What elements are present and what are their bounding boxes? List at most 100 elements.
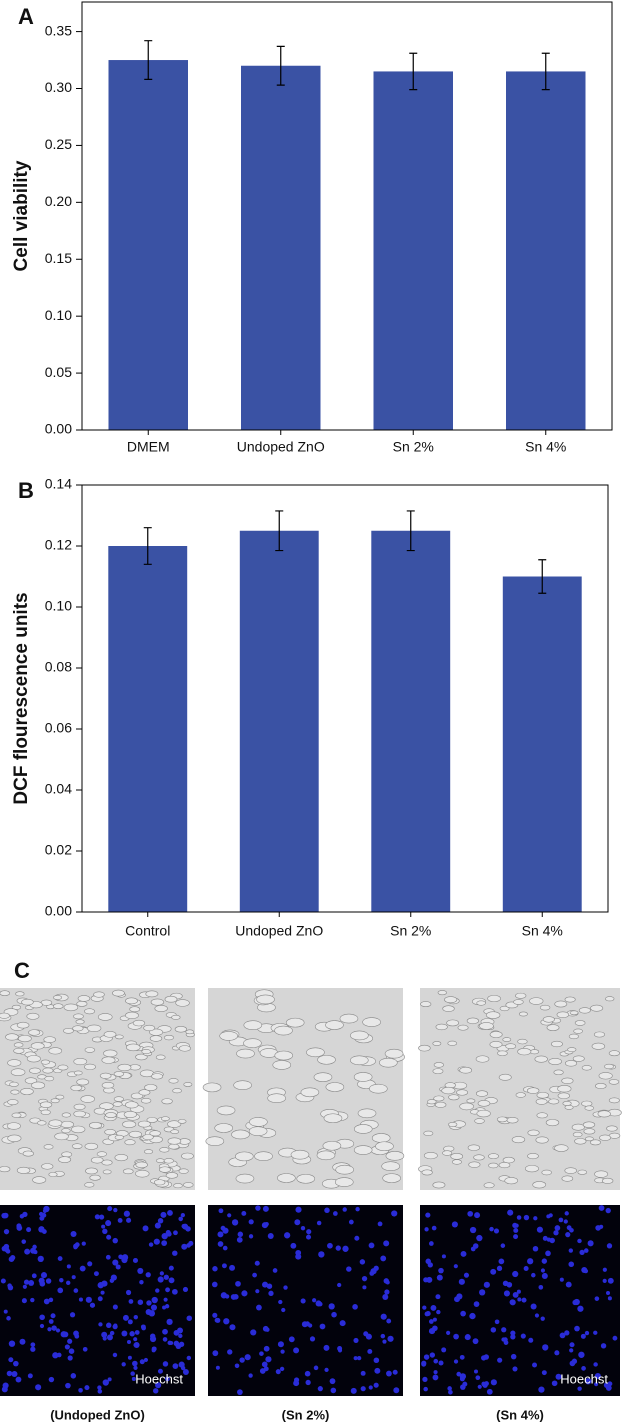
nucleus xyxy=(328,1303,335,1310)
cell xyxy=(158,1166,171,1173)
nucleus xyxy=(8,1340,16,1347)
cell xyxy=(435,1023,448,1031)
cell xyxy=(534,1055,548,1063)
nucleus xyxy=(30,1342,36,1348)
cell xyxy=(353,1072,373,1082)
nucleus xyxy=(542,1344,549,1351)
bar xyxy=(506,71,586,431)
nucleus xyxy=(64,1344,70,1350)
x-tick-label: Sn 2% xyxy=(393,439,434,455)
nucleus xyxy=(523,1266,529,1272)
cell xyxy=(42,1067,54,1074)
cell xyxy=(467,1144,480,1151)
cell xyxy=(254,1151,273,1161)
bar xyxy=(239,530,319,912)
cell xyxy=(113,1071,125,1077)
error-bar xyxy=(275,510,284,552)
cell xyxy=(76,1000,88,1007)
bar xyxy=(502,576,582,912)
cell xyxy=(608,1050,620,1057)
y-tick-label: 0.10 xyxy=(45,307,72,323)
cell xyxy=(88,1121,103,1129)
nucleus xyxy=(162,1328,168,1335)
cell xyxy=(216,1105,236,1116)
nucleus xyxy=(127,1355,132,1360)
nucleus xyxy=(51,1325,57,1331)
cell xyxy=(256,994,275,1005)
nucleus xyxy=(577,1386,582,1391)
nucleus xyxy=(456,1371,462,1377)
cell xyxy=(48,1047,63,1055)
nucleus xyxy=(106,1322,112,1329)
cell xyxy=(7,1099,19,1106)
cell xyxy=(353,1145,373,1155)
cell xyxy=(165,1172,179,1179)
nucleus xyxy=(453,1359,459,1364)
cell xyxy=(488,1162,499,1169)
cell xyxy=(437,990,447,996)
nucleus xyxy=(324,1367,329,1373)
cell xyxy=(541,1169,552,1176)
nucleus xyxy=(118,1254,123,1260)
cell xyxy=(567,1047,577,1053)
nucleus xyxy=(69,1312,76,1318)
cell xyxy=(485,1011,501,1019)
nucleus xyxy=(312,1298,317,1303)
cell xyxy=(548,1057,562,1066)
cell xyxy=(573,1028,583,1034)
nucleus xyxy=(373,1357,380,1364)
cell xyxy=(584,1105,595,1111)
nucleus xyxy=(42,1208,47,1213)
nucleus xyxy=(580,1333,586,1339)
cell xyxy=(57,1064,69,1071)
bar xyxy=(373,71,453,431)
nucleus xyxy=(70,1231,77,1238)
cell xyxy=(554,1000,568,1008)
nucleus xyxy=(66,1264,71,1269)
nucleus xyxy=(605,1290,611,1296)
nucleus xyxy=(256,1304,262,1311)
nucleus xyxy=(222,1245,228,1251)
nucleus xyxy=(132,1257,138,1263)
cell xyxy=(459,1102,474,1111)
cell xyxy=(550,1040,563,1048)
nucleus xyxy=(380,1333,386,1339)
nucleus xyxy=(70,1373,77,1379)
y-tick-label: 0.10 xyxy=(45,598,72,614)
nucleus xyxy=(477,1384,482,1389)
nucleus xyxy=(386,1370,392,1377)
nucleus xyxy=(607,1277,614,1284)
nucleus xyxy=(255,1289,260,1294)
nucleus xyxy=(234,1363,240,1369)
nucleus xyxy=(266,1283,273,1289)
cell xyxy=(125,997,138,1005)
cell xyxy=(285,1017,305,1028)
nucleus xyxy=(168,1277,175,1284)
nucleus xyxy=(224,1294,230,1299)
nucleus xyxy=(22,1284,27,1289)
error-bar xyxy=(144,40,153,81)
nucleus xyxy=(181,1243,188,1250)
cell xyxy=(384,1048,404,1059)
cell xyxy=(40,1059,51,1065)
cell xyxy=(444,996,458,1004)
nucleus xyxy=(368,1242,375,1249)
cell xyxy=(277,1173,296,1183)
nucleus xyxy=(490,1379,497,1386)
nucleus xyxy=(553,1230,559,1236)
nucleus xyxy=(8,1357,14,1363)
cell xyxy=(31,1081,46,1089)
cell xyxy=(548,1098,560,1105)
cell xyxy=(104,1128,116,1136)
cell xyxy=(577,1169,588,1175)
nucleus xyxy=(318,1251,325,1258)
cell xyxy=(599,1134,611,1141)
nucleus xyxy=(185,1226,191,1232)
y-axis-title: Cell viability xyxy=(11,160,32,271)
nucleus xyxy=(393,1387,400,1394)
nucleus xyxy=(577,1238,582,1244)
cell xyxy=(564,1060,578,1067)
nucleus xyxy=(229,1264,236,1271)
nucleus xyxy=(137,1299,144,1305)
cell xyxy=(55,1094,65,1100)
